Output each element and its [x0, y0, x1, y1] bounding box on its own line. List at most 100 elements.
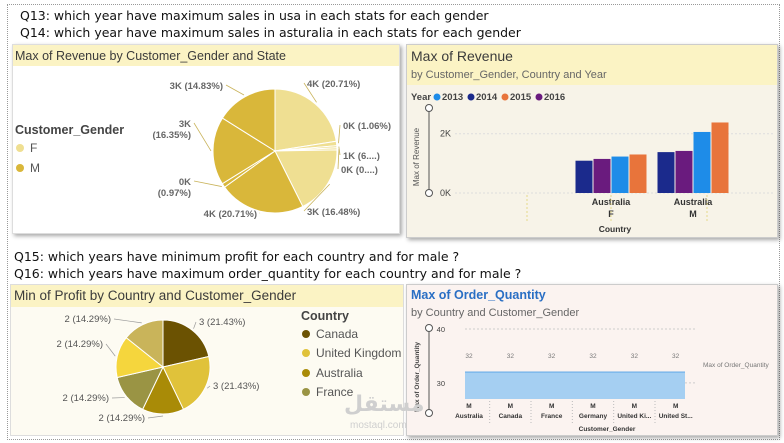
order-x-tick-country: France [541, 413, 563, 420]
country-legend-title: Country [301, 309, 349, 323]
revenue-pie-data-label: 4K (20.71%) [204, 209, 257, 220]
revenue-bar-2016[interactable] [593, 158, 611, 193]
legend-label-france: France [316, 385, 354, 399]
revenue-y-axis-title: Max of Revenue [412, 127, 421, 186]
year-legend-swatch [433, 93, 441, 101]
revenue-y-tick-label: 0K [440, 188, 451, 198]
revenue-bar-2013[interactable] [693, 131, 711, 193]
order-y-axis-title: Max of Order_Quantity [414, 342, 421, 412]
profit-pie-slice[interactable] [125, 319, 164, 369]
order-y-tick-label: 30 [437, 379, 445, 388]
order-data-label: 32 [548, 353, 556, 360]
profit-pie-title: Min of Profit by Country and Customer_Ge… [11, 285, 403, 307]
revenue-pie-slice[interactable] [274, 88, 337, 152]
revenue-pie-slice[interactable] [274, 149, 338, 208]
revenue-pie-data-label: 3K (14.83%) [170, 81, 223, 92]
legend-swatch-united-kingdom [302, 349, 310, 357]
legend-label-australia: Australia [316, 366, 363, 380]
order-quantity-area[interactable] [465, 372, 685, 399]
y-range-slider-handle-bottom[interactable] [425, 189, 433, 197]
year-legend-label[interactable]: 2013 [442, 92, 463, 103]
revenue-x-axis-title: Country [599, 224, 632, 234]
revenue-pie-slice[interactable] [223, 150, 304, 214]
revenue-pie-title: Max of Revenue by Customer_Gender and St… [13, 45, 399, 66]
revenue-bar-2016[interactable] [675, 150, 693, 193]
revenue-bar-2014[interactable] [575, 160, 593, 193]
legend-label-united-kingdom: United Kingdom [316, 346, 402, 360]
order-range-slider-handle-top[interactable] [425, 324, 433, 332]
legend-item-f[interactable]: F [16, 141, 37, 155]
year-legend-label[interactable]: 2014 [476, 92, 498, 103]
revenue-pie-chart[interactable]: 4K (20.71%) 0K (1.06%) 1K (6....) 0K (0....… [13, 45, 400, 234]
order-x-tick-gender: M [590, 403, 595, 410]
revenue-pie-leader [337, 148, 340, 170]
revenue-bar-2013[interactable] [611, 156, 629, 193]
order-series-label: Max of Order_Quantity [703, 362, 769, 369]
profit-pie-chart[interactable]: 3 (21.43%) 3 (21.43%) 2 (14.29%) 2 (14.29%)… [11, 285, 404, 436]
revenue-x-tick-gender: M [689, 209, 697, 219]
order-x-tick-gender: M [549, 403, 554, 410]
revenue-bar-2015[interactable] [629, 154, 647, 193]
revenue-pie-slice[interactable] [221, 88, 276, 152]
revenue-pie-panel[interactable]: Max of Revenue by Customer_Gender and St… [12, 44, 400, 234]
legend-item-france[interactable]: France [302, 385, 353, 399]
y-range-slider-handle-top[interactable] [425, 104, 433, 112]
legend-swatch-m [16, 164, 24, 172]
order-x-tick-country: Germany [579, 413, 608, 420]
question-q16: Q16: which years have maximum order_quan… [14, 266, 522, 281]
profit-pie-data-label: 2 (14.29%) [57, 339, 103, 350]
revenue-pie-leader [193, 122, 212, 152]
legend-swatch-france [302, 388, 310, 396]
question-q14: Q14: which year have maximum sales in as… [20, 25, 521, 40]
year-legend-label[interactable]: 2016 [544, 92, 565, 103]
revenue-bar-2015[interactable] [711, 122, 729, 193]
revenue-y-tick-label: 2K [440, 129, 451, 139]
order-y-tick-label: 40 [437, 325, 445, 334]
legend-item-australia[interactable]: Australia [302, 366, 363, 380]
legend-label-m: M [30, 161, 40, 175]
profit-pie-slice[interactable] [162, 355, 211, 411]
order-data-label: 32 [589, 353, 597, 360]
order-quantity-subtitle: by Country and Customer_Gender [411, 307, 580, 319]
profit-pie-data-label: 3 (21.43%) [199, 317, 245, 328]
order-range-slider-handle-bottom[interactable] [425, 409, 433, 417]
year-legend-title: Year [411, 92, 431, 103]
order-x-tick-country: Australia [455, 413, 483, 420]
watermark-url: mostaql.com [350, 420, 407, 431]
revenue-pie-leader [303, 82, 317, 103]
question-q13: Q13: which year have maximum sales in us… [20, 8, 489, 23]
revenue-bar-subtitle: by Customer_Gender, Country and Year [407, 67, 777, 85]
revenue-pie-data-label: 3K (16.48%) [307, 207, 360, 218]
revenue-bar-panel[interactable]: Max of Revenue by Customer_Gender, Count… [406, 44, 778, 238]
profit-pie-slice[interactable] [162, 319, 210, 368]
revenue-bar-chart[interactable]: Year 2013 2014 2015 2016 Max of Revenue 0K 2K Au… [407, 45, 778, 238]
revenue-pie-data-label: 4K (20.71%) [307, 79, 360, 90]
order-x-tick-country: Canada [499, 413, 523, 420]
legend-item-united-kingdom[interactable]: United Kingdom [302, 346, 401, 360]
gender-legend-title: Customer_Gender [15, 123, 125, 137]
revenue-pie-data-label: 0K (0....) [341, 165, 378, 176]
revenue-pie-leader [303, 183, 331, 212]
order-quantity-title: Max of Order_Quantity [411, 288, 546, 302]
year-legend-label[interactable]: 2015 [510, 92, 532, 103]
order-x-tick-gender: M [466, 403, 471, 410]
revenue-x-tick-country: Australia [592, 197, 632, 207]
order-x-tick-gender: M [673, 403, 678, 410]
profit-pie-leader [206, 385, 211, 389]
revenue-pie-data-label: 3K (16.35%) [152, 119, 191, 141]
legend-item-canada[interactable]: Canada [302, 327, 358, 341]
revenue-pie-data-label: 1K (6....) [343, 151, 380, 162]
order-x-tick-country: United St... [659, 413, 693, 420]
profit-pie-leader [113, 318, 142, 324]
revenue-bar-2014[interactable] [657, 152, 675, 193]
revenue-pie-slice[interactable] [212, 117, 276, 185]
year-legend-swatch [467, 93, 475, 101]
legend-item-m[interactable]: M [16, 161, 40, 175]
profit-pie-data-label: 2 (14.29%) [99, 413, 145, 424]
revenue-pie-leader [338, 124, 341, 144]
profit-pie-panel[interactable]: Min of Profit by Country and Customer_Ge… [10, 284, 404, 436]
profit-pie-data-label: 2 (14.29%) [65, 314, 111, 325]
profit-pie-data-label: 2 (14.29%) [63, 393, 109, 404]
order-quantity-panel[interactable]: Max of Order_Quantity by Country and Cus… [406, 284, 778, 436]
